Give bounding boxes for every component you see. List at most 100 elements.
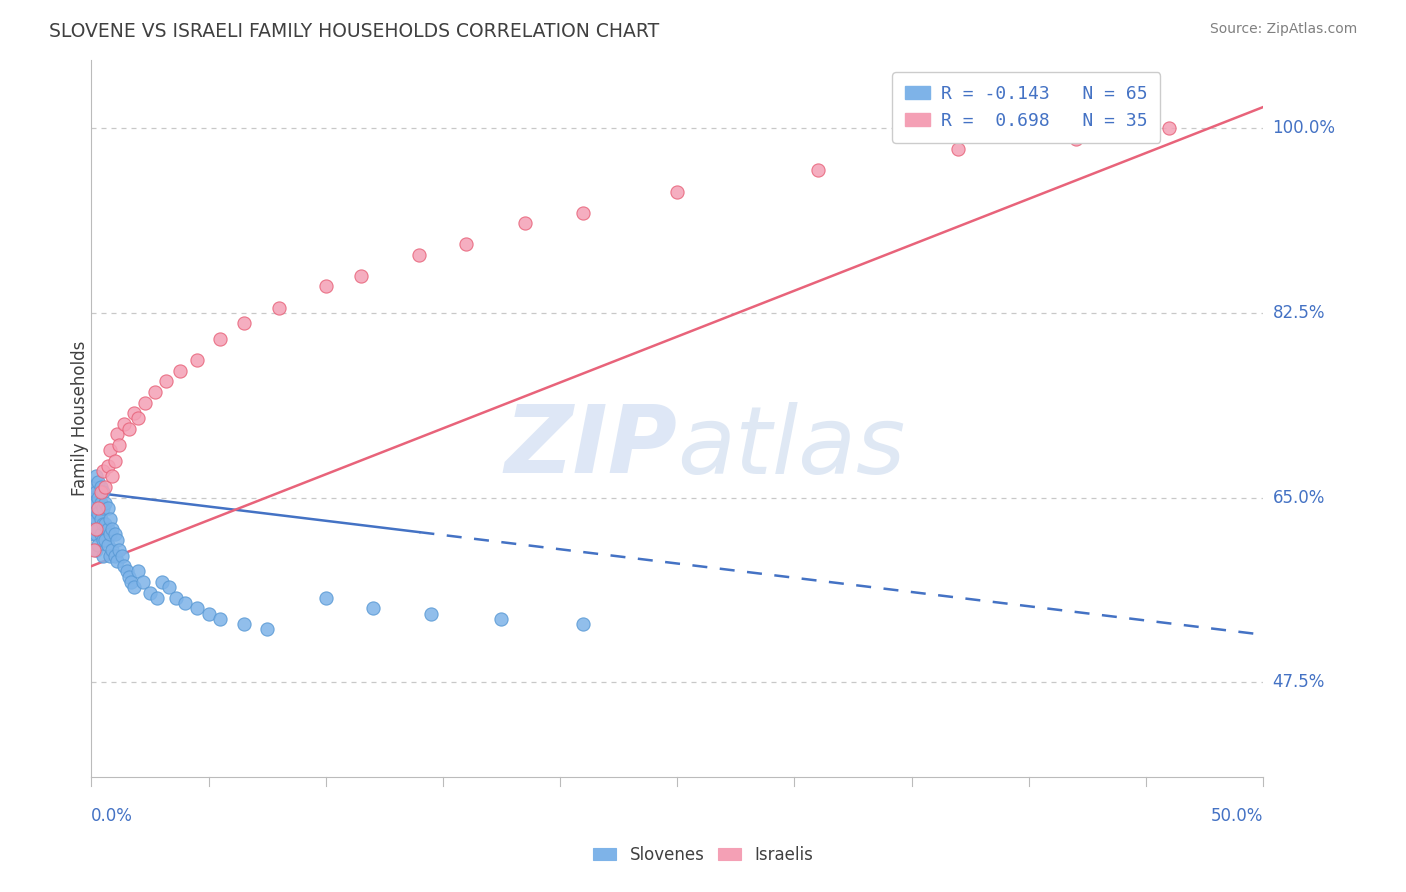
Point xyxy=(90,480,112,494)
Point xyxy=(98,549,121,563)
Point xyxy=(1064,132,1087,146)
Point xyxy=(90,496,112,510)
Point xyxy=(105,554,128,568)
Point xyxy=(572,205,595,219)
Text: 65.0%: 65.0% xyxy=(1272,489,1324,507)
Point xyxy=(105,427,128,442)
Point xyxy=(157,580,180,594)
Point xyxy=(118,422,141,436)
Point xyxy=(232,317,254,331)
Point xyxy=(112,559,135,574)
Point xyxy=(134,395,156,409)
Point xyxy=(165,591,187,605)
Point xyxy=(111,549,134,563)
Point xyxy=(232,617,254,632)
Point xyxy=(186,601,208,615)
Point xyxy=(456,237,478,252)
Point xyxy=(98,443,121,458)
Point xyxy=(94,516,117,531)
Y-axis label: Family Households: Family Households xyxy=(72,341,89,496)
Point xyxy=(112,417,135,431)
Point xyxy=(83,516,105,531)
Point xyxy=(948,142,970,156)
Point xyxy=(101,469,124,483)
Point xyxy=(94,533,117,547)
Point xyxy=(315,591,337,605)
Point xyxy=(101,522,124,536)
Point xyxy=(91,516,114,531)
Point xyxy=(267,301,290,315)
Point xyxy=(127,411,149,425)
Text: atlas: atlas xyxy=(678,401,905,492)
Point xyxy=(115,565,138,579)
Point xyxy=(361,601,384,615)
Point xyxy=(84,527,107,541)
Point xyxy=(91,464,114,478)
Point xyxy=(139,585,162,599)
Text: 0.0%: 0.0% xyxy=(91,806,134,825)
Text: 100.0%: 100.0% xyxy=(1272,120,1336,137)
Point xyxy=(122,406,145,420)
Point xyxy=(104,549,127,563)
Point xyxy=(101,543,124,558)
Point xyxy=(108,438,131,452)
Point xyxy=(209,612,232,626)
Point xyxy=(118,570,141,584)
Point xyxy=(98,527,121,541)
Point xyxy=(91,549,114,563)
Point xyxy=(83,507,105,521)
Point xyxy=(97,458,120,473)
Point xyxy=(90,511,112,525)
Point xyxy=(104,527,127,541)
Point xyxy=(408,248,430,262)
Point xyxy=(127,565,149,579)
Point xyxy=(315,279,337,293)
Point xyxy=(83,527,105,541)
Point xyxy=(807,163,830,178)
Point xyxy=(174,596,197,610)
Point xyxy=(87,522,110,536)
Point xyxy=(84,469,107,483)
Text: ZIP: ZIP xyxy=(505,401,678,493)
Point xyxy=(108,543,131,558)
Point xyxy=(91,533,114,547)
Point xyxy=(132,574,155,589)
Point xyxy=(104,453,127,467)
Point xyxy=(97,538,120,552)
Point xyxy=(150,574,173,589)
Point xyxy=(1159,121,1181,136)
Point xyxy=(87,501,110,516)
Point xyxy=(155,375,177,389)
Point xyxy=(97,501,120,516)
Point xyxy=(83,480,105,494)
Point xyxy=(186,353,208,368)
Point xyxy=(90,527,112,541)
Text: Source: ZipAtlas.com: Source: ZipAtlas.com xyxy=(1209,22,1357,37)
Point xyxy=(84,511,107,525)
Point xyxy=(91,485,114,500)
Point xyxy=(98,511,121,525)
Point xyxy=(83,496,105,510)
Point xyxy=(90,485,112,500)
Point xyxy=(256,623,278,637)
Point xyxy=(87,538,110,552)
Point xyxy=(97,522,120,536)
Point xyxy=(84,485,107,500)
Point xyxy=(83,543,105,558)
Point xyxy=(84,522,107,536)
Point xyxy=(105,533,128,547)
Point xyxy=(87,507,110,521)
Point xyxy=(91,501,114,516)
Text: 82.5%: 82.5% xyxy=(1272,304,1324,322)
Legend: R = -0.143   N = 65, R =  0.698   N = 35: R = -0.143 N = 65, R = 0.698 N = 35 xyxy=(893,72,1160,143)
Point xyxy=(120,574,142,589)
Point xyxy=(122,580,145,594)
Text: SLOVENE VS ISRAELI FAMILY HOUSEHOLDS CORRELATION CHART: SLOVENE VS ISRAELI FAMILY HOUSEHOLDS COR… xyxy=(49,22,659,41)
Text: 50.0%: 50.0% xyxy=(1211,806,1263,825)
Point xyxy=(94,480,117,494)
Point xyxy=(143,384,166,399)
Point xyxy=(87,475,110,489)
Point xyxy=(209,332,232,346)
Legend: Slovenes, Israelis: Slovenes, Israelis xyxy=(586,839,820,871)
Point xyxy=(169,364,191,378)
